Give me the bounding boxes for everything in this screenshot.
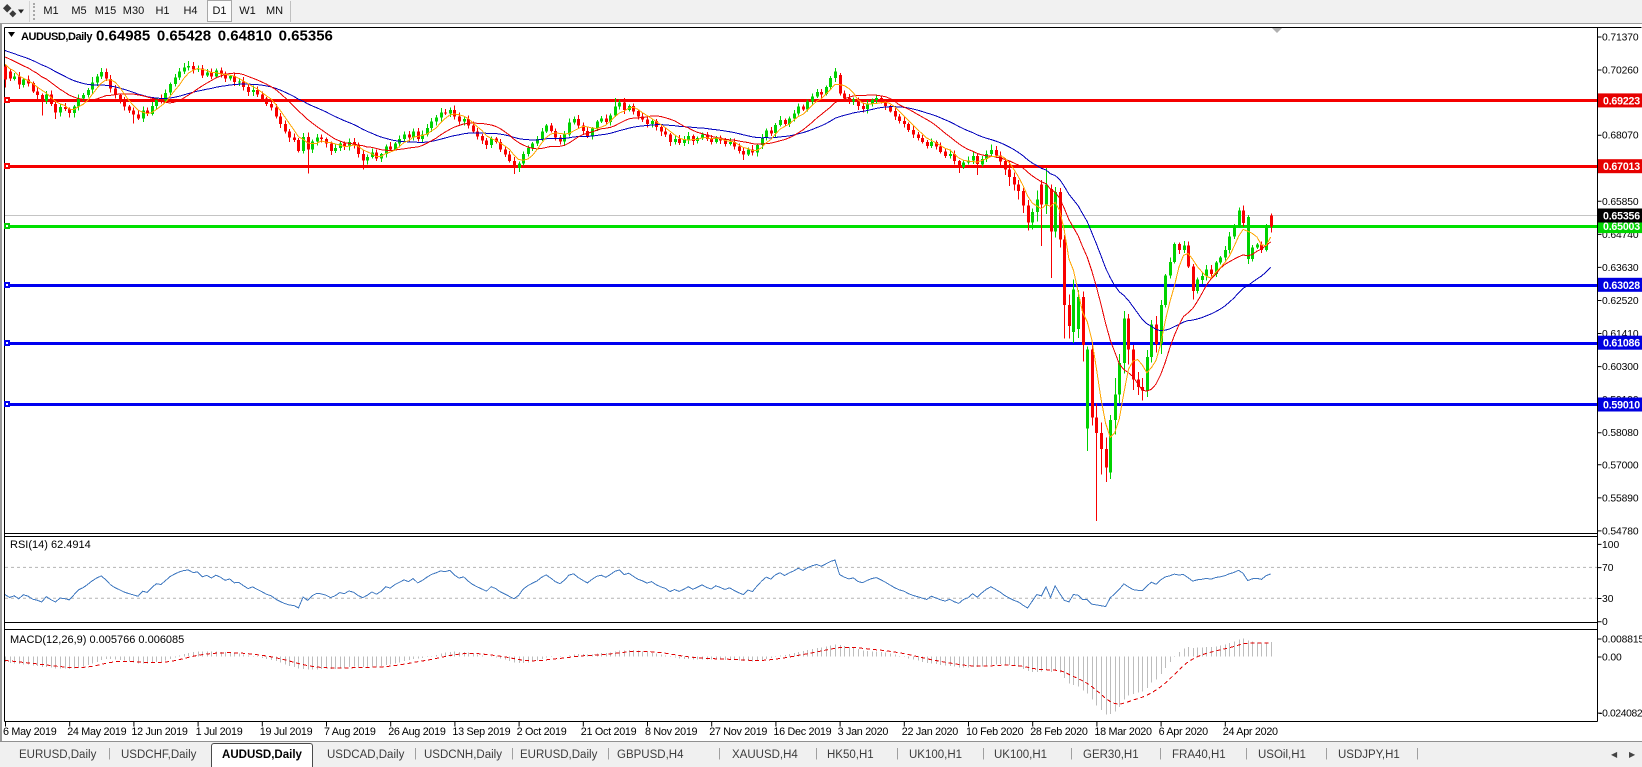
svg-text:0.64740: 0.64740 (1602, 230, 1639, 241)
svg-text:24 May 2019: 24 May 2019 (67, 726, 126, 738)
svg-text:21 Oct 2019: 21 Oct 2019 (581, 726, 637, 738)
svg-text:24 Apr 2020: 24 Apr 2020 (1223, 726, 1278, 738)
svg-text:100: 100 (1602, 540, 1619, 551)
svg-text:22 Jan 2020: 22 Jan 2020 (902, 726, 958, 738)
svg-text:26 Aug 2019: 26 Aug 2019 (388, 726, 446, 738)
svg-text:0.59010: 0.59010 (1603, 400, 1640, 412)
svg-text:0.62520: 0.62520 (1602, 296, 1639, 307)
svg-text:12 Jun 2019: 12 Jun 2019 (131, 726, 187, 738)
svg-text:0.54780: 0.54780 (1602, 526, 1639, 537)
svg-text:0.64985 0.65428 0.64810 0.6535: 0.64985 0.65428 0.64810 0.65356 (96, 28, 333, 45)
svg-text:3 Jan 2020: 3 Jan 2020 (838, 726, 889, 738)
svg-text:0.65003: 0.65003 (1603, 221, 1640, 233)
svg-text:2 Oct 2019: 2 Oct 2019 (517, 726, 567, 738)
svg-text:13 Sep 2019: 13 Sep 2019 (452, 726, 510, 738)
svg-text:28 Feb 2020: 28 Feb 2020 (1030, 726, 1088, 738)
svg-text:0.008815: 0.008815 (1602, 635, 1642, 646)
svg-text:6 Apr 2020: 6 Apr 2020 (1159, 726, 1209, 738)
svg-text:8 Nov 2019: 8 Nov 2019 (645, 726, 698, 738)
svg-text:0.63630: 0.63630 (1602, 263, 1639, 274)
svg-text:AUDUSD,Daily: AUDUSD,Daily (21, 31, 93, 43)
svg-text:0.55890: 0.55890 (1602, 493, 1639, 504)
svg-text:70: 70 (1602, 563, 1614, 574)
svg-text:7 Aug 2019: 7 Aug 2019 (324, 726, 376, 738)
svg-text:0.00: 0.00 (1602, 653, 1622, 664)
svg-text:19 Jul 2019: 19 Jul 2019 (260, 726, 313, 738)
svg-text:16 Dec 2019: 16 Dec 2019 (773, 726, 831, 738)
svg-text:0: 0 (1602, 617, 1608, 628)
svg-text:0.58080: 0.58080 (1602, 428, 1639, 439)
svg-text:0.63028: 0.63028 (1603, 280, 1640, 292)
svg-text:0.65850: 0.65850 (1602, 197, 1639, 208)
svg-text:0.65356: 0.65356 (1603, 211, 1640, 223)
svg-text:0.60300: 0.60300 (1602, 362, 1639, 373)
svg-text:0.71370: 0.71370 (1602, 33, 1639, 44)
svg-text:6 May 2019: 6 May 2019 (3, 726, 57, 738)
svg-text:1 Jul 2019: 1 Jul 2019 (196, 726, 243, 738)
svg-text:0.68070: 0.68070 (1602, 131, 1639, 142)
svg-text:30: 30 (1602, 594, 1614, 605)
svg-text:0.61086: 0.61086 (1603, 338, 1640, 350)
svg-text:27 Nov 2019: 27 Nov 2019 (709, 726, 767, 738)
svg-text:0.57000: 0.57000 (1602, 460, 1639, 471)
svg-text:-0.024082: -0.024082 (1599, 709, 1642, 720)
svg-text:0.70260: 0.70260 (1602, 66, 1639, 77)
svg-text:RSI(14) 62.4914: RSI(14) 62.4914 (10, 539, 91, 551)
svg-text:MACD(12,26,9) 0.005766 0.00608: MACD(12,26,9) 0.005766 0.006085 (10, 634, 184, 646)
svg-text:0.67013: 0.67013 (1603, 161, 1640, 173)
svg-text:0.61410: 0.61410 (1602, 329, 1639, 340)
svg-text:10 Feb 2020: 10 Feb 2020 (966, 726, 1024, 738)
svg-text:0.69223: 0.69223 (1603, 95, 1640, 107)
svg-text:18 Mar 2020: 18 Mar 2020 (1094, 726, 1152, 738)
